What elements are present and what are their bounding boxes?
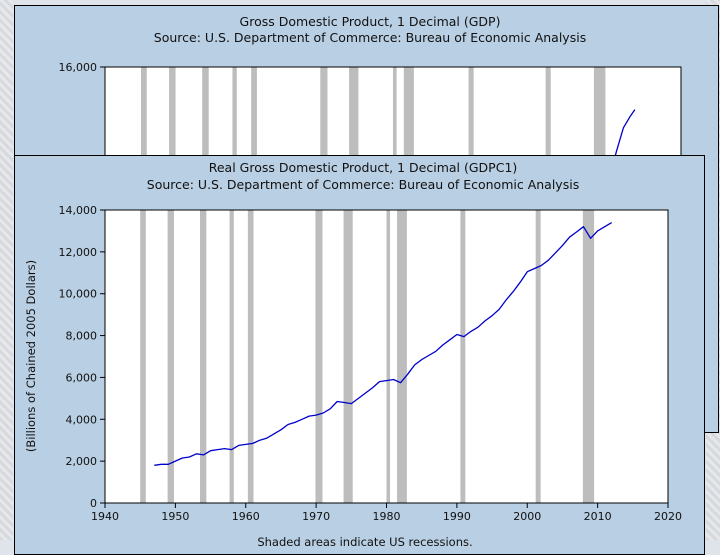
- recession-note: Shaded areas indicate US recessions.: [257, 535, 472, 549]
- x-tick-label: 2020: [654, 510, 682, 523]
- x-tick-label: 1940: [91, 510, 119, 523]
- gdpc1-chart-source: Source: U.S. Department of Commerce: Bur…: [147, 177, 579, 192]
- x-tick-label: 2010: [584, 510, 612, 523]
- y-tick-label: 4,000: [66, 413, 98, 426]
- x-tick-label: 1970: [302, 510, 330, 523]
- gdpc1-chart-title: Real Gross Domestic Product, 1 Decimal (…: [209, 160, 518, 175]
- gdpc1-y-axis-label: (Billions of Chained 2005 Dollars): [24, 260, 38, 452]
- x-tick-label: 1990: [443, 510, 471, 523]
- recession-band: [140, 210, 146, 503]
- y-tick-label: 14,000: [59, 204, 98, 217]
- y-tick-label: 8,000: [66, 330, 98, 343]
- recession-band: [229, 210, 234, 503]
- recession-band: [343, 210, 353, 503]
- y-tick-label: 0: [90, 497, 97, 510]
- y-tick-label: 2,000: [66, 455, 98, 468]
- gdpc1-chart-panel: Real Gross Domestic Product, 1 Decimal (…: [14, 155, 705, 555]
- x-tick-label: 1960: [232, 510, 260, 523]
- recession-band: [200, 210, 207, 503]
- series-line: [154, 222, 613, 466]
- recession-band: [582, 210, 595, 503]
- recession-band: [535, 210, 541, 503]
- x-tick-label: 1980: [373, 510, 401, 523]
- left-edge-pattern: [0, 0, 13, 540]
- recession-band: [460, 210, 466, 503]
- recession-band: [386, 210, 391, 503]
- x-tick-label: 1950: [161, 510, 189, 523]
- gdpc1-chart: Real Gross Domestic Product, 1 Decimal (…: [24, 160, 682, 549]
- y-tick-label: 12,000: [59, 246, 98, 259]
- gdp-chart-source: Source: U.S. Department of Commerce: Bur…: [154, 30, 586, 45]
- recession-band: [315, 210, 323, 503]
- y-tick-label: 10,000: [59, 288, 98, 301]
- recession-band: [247, 210, 254, 503]
- x-tick-label: 2000: [513, 510, 541, 523]
- y-tick-label: 6,000: [66, 371, 98, 384]
- y-tick-label: 16,000: [59, 61, 98, 74]
- recession-band: [167, 210, 174, 503]
- recession-band: [397, 210, 407, 503]
- gdp-chart-title: Gross Domestic Product, 1 Decimal (GDP): [240, 14, 501, 29]
